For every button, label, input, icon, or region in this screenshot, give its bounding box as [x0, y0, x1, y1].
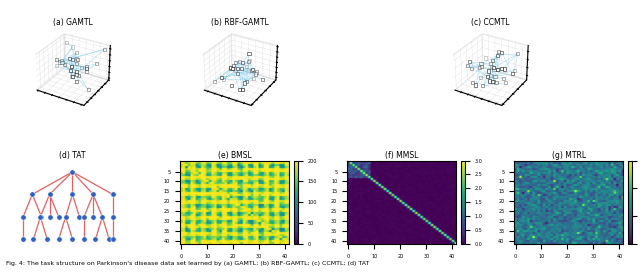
Point — [28, 237, 38, 242]
Point — [88, 215, 99, 219]
Point — [18, 237, 28, 242]
Point — [67, 237, 77, 242]
Title: (b) RBF-GAMTL: (b) RBF-GAMTL — [211, 18, 269, 27]
Point — [108, 237, 118, 242]
Title: (g) MTRL: (g) MTRL — [552, 151, 586, 160]
Point — [44, 192, 54, 196]
Point — [97, 215, 108, 219]
Point — [74, 215, 84, 219]
Point — [79, 237, 89, 242]
Point — [36, 215, 47, 219]
Point — [90, 237, 100, 242]
Point — [54, 237, 64, 242]
Point — [104, 237, 115, 242]
Point — [54, 215, 64, 219]
Point — [42, 237, 52, 242]
Point — [67, 170, 77, 174]
Point — [108, 192, 118, 196]
Title: (a) GAMTL: (a) GAMTL — [52, 18, 92, 27]
Point — [18, 215, 28, 219]
Point — [88, 192, 99, 196]
Point — [44, 215, 54, 219]
Point — [67, 192, 77, 196]
Title: (c) CCMTL: (c) CCMTL — [471, 18, 509, 27]
Point — [79, 215, 89, 219]
Text: Fig. 4: The task structure on Parkinson's disease data set learned by (a) GAMTL;: Fig. 4: The task structure on Parkinson'… — [6, 261, 370, 266]
Title: (e) BMSL: (e) BMSL — [218, 151, 252, 160]
Title: (d) TAT: (d) TAT — [60, 151, 86, 160]
Point — [27, 192, 37, 196]
Title: (f) MMSL: (f) MMSL — [385, 151, 419, 160]
Point — [108, 215, 118, 219]
Point — [35, 215, 45, 219]
Point — [61, 215, 71, 219]
